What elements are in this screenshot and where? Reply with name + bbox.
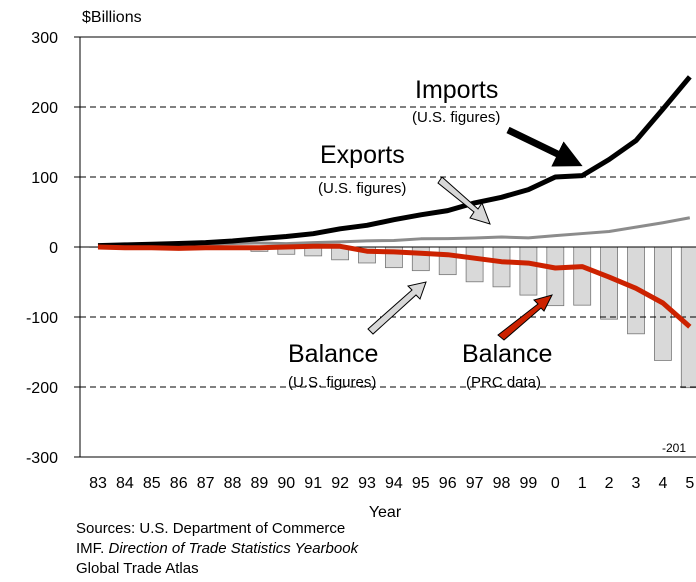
y-tick-label: 300 bbox=[31, 30, 58, 47]
x-tick-label: 94 bbox=[385, 475, 403, 492]
x-tick-label: 1 bbox=[578, 475, 587, 492]
annotation: Balance bbox=[288, 340, 378, 368]
bar bbox=[519, 246, 538, 296]
arrow bbox=[506, 126, 583, 167]
plot: -300 -200 -100 0 100 200 300 83 84 85 86 87 88 89 90 91… bbox=[26, 30, 696, 492]
x-tick-label: 98 bbox=[493, 475, 511, 492]
y-tick-label: 100 bbox=[31, 170, 58, 187]
source-line: Global Trade Atlas bbox=[76, 560, 199, 577]
x-tick-label: 90 bbox=[277, 475, 295, 492]
sources: Sources: U.S. Department of Commerce IMF.… bbox=[76, 520, 360, 577]
annotation: (U.S. figures) bbox=[288, 374, 376, 391]
source-line: Sources: U.S. Department of Commerce bbox=[76, 520, 345, 537]
x-tick-label: 84 bbox=[116, 475, 134, 492]
x-tick-label: 0 bbox=[551, 475, 560, 492]
annotation: Exports bbox=[320, 141, 405, 169]
y-tick-label: -300 bbox=[26, 450, 58, 467]
annotation: (PRC data) bbox=[466, 374, 541, 391]
line bbox=[97, 75, 692, 249]
source-text: IMF. bbox=[76, 540, 109, 557]
x-tick-label: 86 bbox=[170, 475, 188, 492]
source-line: IMF. Direction of Trade Statistics Yearb… bbox=[76, 540, 360, 557]
y-tick-label: -200 bbox=[26, 380, 58, 397]
x-tick-label: 97 bbox=[466, 475, 484, 492]
y-axis-label: $Billions bbox=[82, 9, 142, 26]
source-text: Sources: U.S. Department of Commerce bbox=[76, 520, 345, 537]
bar bbox=[465, 246, 484, 283]
annotation: Imports bbox=[415, 76, 498, 104]
bar bbox=[573, 246, 592, 306]
annotation: (U.S. figures) bbox=[318, 180, 406, 197]
x-tick-label: 2 bbox=[605, 475, 614, 492]
x-tick-label: 93 bbox=[358, 475, 376, 492]
x-tick-label: 92 bbox=[331, 475, 349, 492]
x-tick-label: 4 bbox=[658, 475, 667, 492]
arrow bbox=[367, 281, 427, 335]
arrows bbox=[367, 126, 583, 341]
y-tick-label: 200 bbox=[31, 100, 58, 117]
x-tick-label: 3 bbox=[632, 475, 641, 492]
bar bbox=[438, 246, 457, 276]
bar bbox=[492, 246, 511, 288]
x-tick-label: 5 bbox=[685, 475, 694, 492]
x-tick-label: 85 bbox=[143, 475, 161, 492]
annotation: Balance bbox=[462, 340, 552, 368]
x-tick-label: 99 bbox=[520, 475, 538, 492]
y-tick-label: -100 bbox=[26, 310, 58, 327]
source-text: Global Trade Atlas bbox=[76, 560, 199, 577]
line bbox=[97, 243, 692, 329]
x-tick-label: 95 bbox=[412, 475, 430, 492]
arrow bbox=[437, 176, 491, 225]
x-tick-label: 89 bbox=[251, 475, 269, 492]
x-tick-label: 91 bbox=[304, 475, 322, 492]
x-tick-label: 96 bbox=[439, 475, 457, 492]
source-italic: Direction of Trade Statistics Yearbook bbox=[109, 540, 360, 557]
x-tick-label: 88 bbox=[224, 475, 242, 492]
y-tick-label: 0 bbox=[49, 240, 58, 257]
arrow bbox=[497, 294, 553, 341]
bar bbox=[600, 246, 618, 320]
annotation: (U.S. figures) bbox=[412, 109, 500, 126]
annotation: -201 bbox=[662, 441, 686, 455]
x-tick-label: 87 bbox=[197, 475, 215, 492]
x-axis-label: Year bbox=[369, 504, 402, 521]
x-tick-label: 83 bbox=[89, 475, 107, 492]
